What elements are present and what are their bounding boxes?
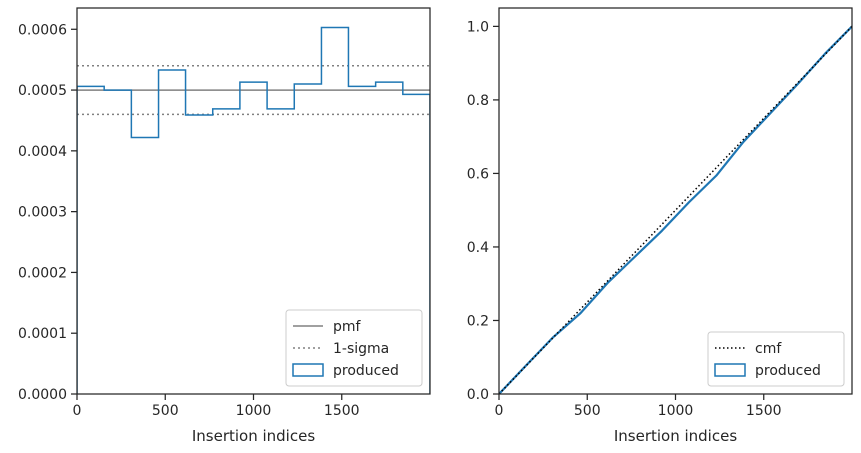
left-x-tick-label: 1000 <box>236 403 272 419</box>
left-y-tick-label: 0.0005 <box>18 83 67 99</box>
right-legend: cmf produced <box>707 331 845 387</box>
legend-label-cmf: cmf <box>755 341 782 357</box>
right-x-tick-label: 0 <box>495 403 504 419</box>
right-plot-frame <box>498 7 853 395</box>
left-x-tick-label: 500 <box>152 403 179 419</box>
left-x-tick-label: 1500 <box>324 403 360 419</box>
legend-label-produced: produced <box>333 363 399 379</box>
right-x-tick-label: 500 <box>574 403 601 419</box>
right-y-tick-label: 0.4 <box>467 240 489 256</box>
left-y-tick-label: 0.0002 <box>18 265 67 281</box>
right-x-tick-label: 1500 <box>746 403 782 419</box>
left-y-tick-label: 0.0001 <box>18 326 67 342</box>
legend-box <box>707 331 845 387</box>
right-subplot: 0 500 1000 1500 0.0 0.2 0.4 0.6 0.8 1.0 Insertion… <box>467 7 853 445</box>
produced-histogram <box>77 26 430 394</box>
right-y-tick-label: 1.0 <box>467 19 489 35</box>
left-plot-frame <box>76 7 431 395</box>
legend-swatch-produced <box>714 363 746 377</box>
right-y-tick-label: 0.6 <box>467 166 489 182</box>
left-legend: pmf 1-sigma produced <box>285 309 423 387</box>
left-y-tick-label: 0.0006 <box>18 22 67 38</box>
left-subplot: 0 500 1000 1500 0.0000 0.0001 0.0002 0.0003 0.00… <box>18 7 431 445</box>
left-x-axis-label: Insertion indices <box>192 427 315 445</box>
left-y-tick-label: 0.0000 <box>18 387 67 403</box>
right-y-tick-label: 0.2 <box>467 313 489 329</box>
right-x-tick-label: 1000 <box>658 403 694 419</box>
legend-label-1-sigma: 1-sigma <box>333 341 389 357</box>
left-y-tick-label: 0.0003 <box>18 205 67 221</box>
right-x-axis-label: Insertion indices <box>614 427 737 445</box>
cmf-line <box>499 25 852 394</box>
right-y-tick-label: 0.8 <box>467 93 489 109</box>
left-x-tick-label: 0 <box>73 403 82 419</box>
right-plot-area <box>499 8 852 394</box>
left-y-tick-label: 0.0004 <box>18 144 67 160</box>
legend-swatch-produced <box>292 363 324 377</box>
right-y-tick-label: 0.0 <box>467 387 489 403</box>
legend-label-pmf: pmf <box>333 319 362 335</box>
legend-label-produced: produced <box>755 363 821 379</box>
legend-box <box>285 309 423 387</box>
